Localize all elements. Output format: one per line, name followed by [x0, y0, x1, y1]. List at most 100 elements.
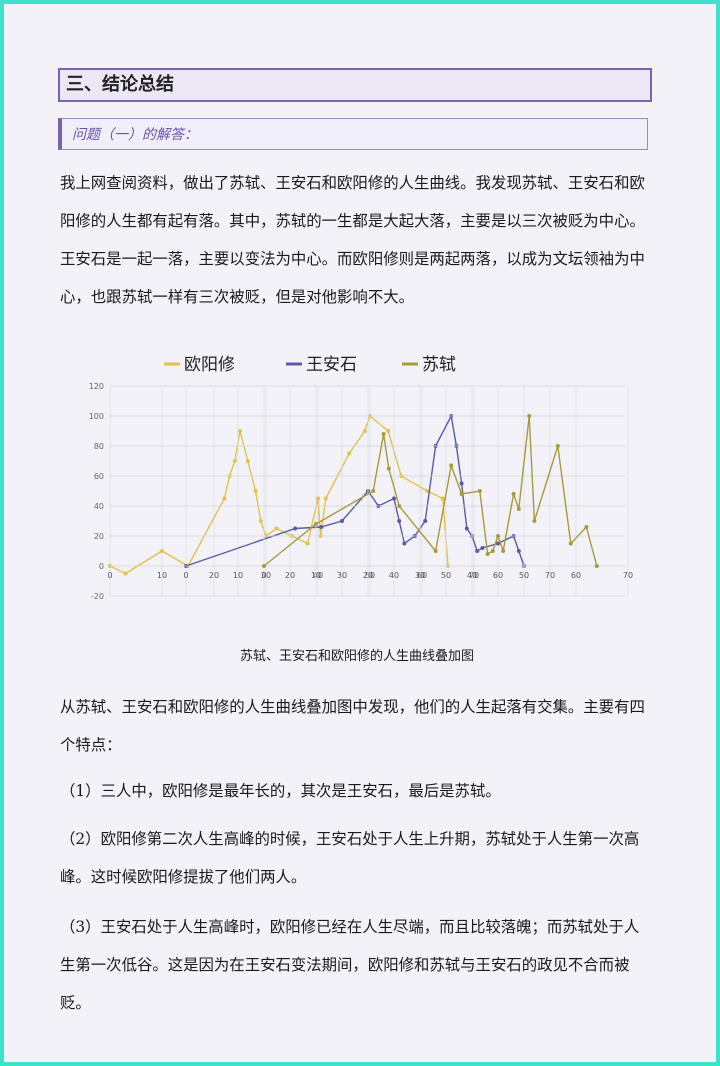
caption: 苏轼、王安石和欧阳修的人生曲线叠加图 — [239, 649, 474, 664]
data-point — [475, 549, 480, 553]
paragraph: 从苏轼、王安石和欧阳修的人生曲线叠加图中发现，他们的人生起落有交集。主要有四个特… — [60, 698, 645, 754]
x-tick-label: 20 — [209, 571, 219, 580]
data-point — [464, 526, 469, 531]
data-point — [123, 571, 128, 576]
data-point — [371, 489, 376, 493]
x-tick-label: 30 — [337, 571, 347, 580]
x-tick-label: 60 — [571, 571, 581, 580]
x-tick-label: 70 — [623, 571, 633, 580]
data-point — [245, 459, 250, 463]
x-tick-label: 10 — [311, 571, 321, 580]
data-point — [425, 489, 430, 493]
x-tick-label: 40 — [467, 571, 477, 580]
x-tick-label: 60 — [493, 571, 503, 580]
x-tick-label: 30 — [415, 571, 425, 580]
series-line — [185, 413, 525, 567]
data-point — [501, 549, 506, 553]
x-tick-label: 10 — [157, 571, 167, 580]
data-point — [222, 496, 227, 501]
data-point — [347, 451, 352, 456]
data-point — [496, 541, 500, 546]
data-point — [381, 432, 386, 436]
x-tick-label: 20 — [363, 571, 373, 580]
data-point — [397, 504, 402, 508]
data-point — [490, 549, 495, 553]
x-tick-label: 10 — [233, 571, 243, 580]
data-point — [253, 489, 258, 493]
section-title: 三、结论总结 — [58, 68, 652, 102]
x-tick-label: 50 — [519, 571, 529, 580]
y-tick-label: -20 — [91, 592, 104, 601]
data-point — [516, 549, 521, 553]
x-tick-label: 60 — [417, 571, 427, 580]
data-point — [386, 466, 391, 471]
data-point — [274, 526, 279, 531]
legend-label: 欧阳修 — [184, 355, 235, 375]
data-point — [584, 525, 589, 529]
list-item: （1）三人中，欧阳修是最年长的，其次是王安石，最后是苏轼。 — [60, 782, 501, 800]
data-point — [232, 459, 237, 463]
x-tick-label: 0 — [107, 571, 112, 580]
x-tick-label: 70 — [545, 571, 555, 580]
data-point — [362, 429, 367, 433]
data-point — [440, 496, 445, 501]
x-tick-label: 70 — [469, 571, 479, 580]
data-point — [258, 519, 263, 523]
data-point — [305, 541, 310, 546]
subsection-title: 问题（一）的解答： — [58, 118, 648, 150]
x-tick-label: 30 — [261, 571, 271, 580]
data-point — [397, 519, 402, 523]
data-point — [594, 564, 599, 568]
y-tick-label: 60 — [94, 472, 104, 481]
data-point — [555, 444, 560, 448]
y-tick-label: 40 — [94, 502, 104, 511]
y-tick-label: 120 — [89, 382, 104, 391]
data-point — [511, 492, 516, 496]
data-point — [386, 429, 391, 433]
x-tick-label: 40 — [389, 571, 399, 580]
y-tick-label: 20 — [94, 532, 104, 541]
data-point — [516, 507, 521, 511]
legend-label: 苏轼 — [422, 355, 456, 375]
list-item: （3）王安石处于人生高峰时，欧阳修已经在人生尽端，而且比较落魄；而苏轼处于人生第… — [60, 918, 640, 1012]
list-item: （2）欧阳修第二次人生高峰的时候，王安石处于人生上升期，苏轼处于人生第一次高峰。… — [60, 830, 640, 886]
y-tick-label: 100 — [89, 412, 104, 421]
legend-label: 王安石 — [306, 355, 357, 375]
x-tick-label: 50 — [365, 571, 375, 580]
data-point — [449, 463, 454, 468]
paragraph: 我上网查阅资料，做出了苏轼、王安石和欧阳修的人生曲线。我发现苏轼、王安石和欧阳修… — [60, 174, 645, 306]
x-tick-label: 20 — [285, 571, 295, 580]
data-point — [340, 519, 344, 523]
y-tick-label: 80 — [94, 442, 104, 451]
data-point — [568, 541, 573, 546]
data-point — [433, 549, 438, 553]
data-point — [314, 522, 318, 526]
data-point — [459, 492, 464, 496]
x-tick-label: 40 — [313, 571, 323, 580]
data-point — [316, 496, 320, 501]
data-point — [293, 526, 298, 531]
x-tick-label: 50 — [441, 571, 451, 580]
data-point — [423, 519, 428, 523]
data-point — [160, 549, 164, 553]
data-point — [323, 496, 328, 501]
data-point — [527, 414, 532, 418]
data-point — [480, 546, 485, 550]
x-tick-label: 0 — [261, 571, 266, 580]
data-point — [319, 525, 324, 529]
data-point — [477, 489, 482, 493]
data-point — [496, 534, 500, 538]
data-point — [238, 429, 242, 433]
data-point — [402, 541, 407, 546]
data-point — [532, 519, 537, 523]
data-point — [262, 564, 266, 568]
x-tick-label: 0 — [183, 571, 188, 580]
data-point — [392, 496, 396, 501]
series-line — [263, 415, 598, 567]
data-point — [459, 481, 464, 486]
data-point — [485, 552, 490, 556]
y-tick-label: 0 — [99, 562, 104, 571]
